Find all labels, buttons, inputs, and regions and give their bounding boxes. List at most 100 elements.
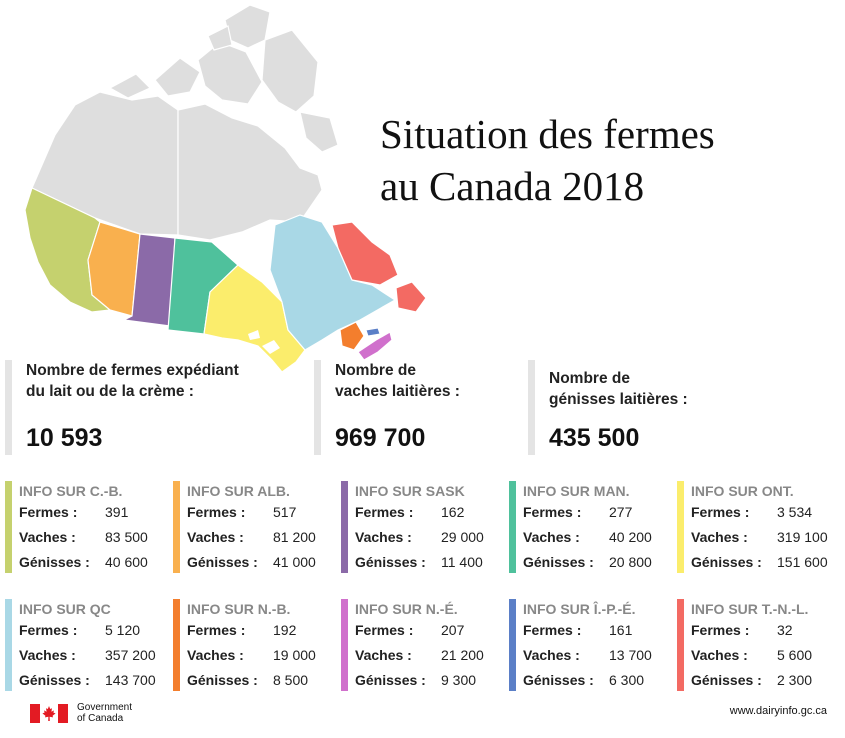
province-heading: INFO SUR QC <box>19 601 111 617</box>
row-value: 83 500 <box>105 529 148 545</box>
row-label: Génisses : <box>355 554 426 570</box>
canada-flag-icon <box>30 703 68 723</box>
row-label: Fermes : <box>19 504 78 520</box>
row-label: Génisses : <box>187 554 258 570</box>
province-card: INFO SUR ONT. Fermes : 3 534 Vaches : 319 10… <box>677 481 837 573</box>
province-heading: INFO SUR Î.-P.-É. <box>523 601 636 617</box>
row-label: Vaches : <box>187 647 244 663</box>
row-value: 357 200 <box>105 647 156 663</box>
row-label: Génisses : <box>19 554 90 570</box>
row-label: Génisses : <box>19 672 90 688</box>
great-lakes <box>248 330 280 354</box>
stat-label-line: du lait ou de la crème : <box>26 383 194 400</box>
row-value: 32 <box>777 622 793 638</box>
row-label: Fermes : <box>691 622 750 638</box>
province-row-farms: Fermes : 517 <box>187 500 333 525</box>
row-value: 21 200 <box>441 647 484 663</box>
row-label: Génisses : <box>523 672 594 688</box>
new-brunswick-region <box>339 321 365 351</box>
province-row-cows: Vaches : 19 000 <box>187 643 333 668</box>
row-label: Vaches : <box>523 647 580 663</box>
row-label: Génisses : <box>355 672 426 688</box>
row-label: Génisses : <box>523 554 594 570</box>
stat-label-line: Nombre de fermes expédiant <box>26 362 239 379</box>
stat-value: 969 700 <box>335 424 426 452</box>
province-row-cows: Vaches : 319 100 <box>691 525 837 550</box>
row-label: Vaches : <box>19 647 76 663</box>
stat-label: Nombre de fermes expédiant du lait ou de… <box>26 360 301 402</box>
province-heading: INFO SUR ALB. <box>187 483 290 499</box>
province-heading: INFO SUR ONT. <box>691 483 794 499</box>
row-value: 3 534 <box>777 504 813 520</box>
row-value: 6 300 <box>609 672 645 688</box>
province-heading: INFO SUR T.-N.-L. <box>691 601 809 617</box>
province-row-cows: Vaches : 81 200 <box>187 525 333 550</box>
row-label: Fermes : <box>355 504 414 520</box>
province-row-heifers: Génisses : 41 000 <box>187 550 333 575</box>
province-row-cows: Vaches : 21 200 <box>355 643 501 668</box>
province-row-farms: Fermes : 277 <box>523 500 669 525</box>
row-value: 81 200 <box>273 529 316 545</box>
stat-heifers: Nombre de génisses laitières : 435 500 <box>528 360 729 455</box>
newfoundland-labrador-region <box>331 221 399 286</box>
government-of-canada-signature: Government of Canada <box>30 702 132 724</box>
province-heading: INFO SUR N.-É. <box>355 601 458 617</box>
province-row-heifers: Génisses : 143 700 <box>19 668 165 693</box>
row-value: 29 000 <box>441 529 484 545</box>
row-label: Vaches : <box>691 647 748 663</box>
province-row-farms: Fermes : 32 <box>691 618 837 643</box>
row-label: Vaches : <box>187 529 244 545</box>
province-row-heifers: Génisses : 9 300 <box>355 668 501 693</box>
province-card: INFO SUR ALB. Fermes : 517 Vaches : 81 200 Gé… <box>173 481 333 573</box>
province-row-farms: Fermes : 192 <box>187 618 333 643</box>
province-row-farms: Fermes : 3 534 <box>691 500 837 525</box>
territories-area <box>31 4 339 241</box>
province-row-heifers: Génisses : 8 500 <box>187 668 333 693</box>
province-row-farms: Fermes : 391 <box>19 500 165 525</box>
stat-value: 435 500 <box>549 424 640 452</box>
row-label: Génisses : <box>691 554 762 570</box>
province-row-cows: Vaches : 83 500 <box>19 525 165 550</box>
nova-scotia-region <box>357 331 393 361</box>
province-row-farms: Fermes : 162 <box>355 500 501 525</box>
row-value: 13 700 <box>609 647 652 663</box>
province-heading: INFO SUR N.-B. <box>187 601 291 617</box>
row-label: Vaches : <box>355 647 412 663</box>
stat-label-line: Nombre de <box>549 370 630 387</box>
row-value: 143 700 <box>105 672 156 688</box>
province-row-heifers: Génisses : 40 600 <box>19 550 165 575</box>
row-label: Fermes : <box>187 504 246 520</box>
row-value: 41 000 <box>273 554 316 570</box>
row-label: Fermes : <box>19 622 78 638</box>
row-value: 161 <box>609 622 633 638</box>
row-value: 277 <box>609 504 633 520</box>
row-label: Génisses : <box>187 672 258 688</box>
government-wordmark: Government of Canada <box>77 702 132 724</box>
province-card: INFO SUR T.-N.-L. Fermes : 32 Vaches : 5 600… <box>677 599 837 691</box>
province-card: INFO SUR C.-B. Fermes : 391 Vaches : 83 500 G… <box>5 481 165 573</box>
stat-label: Nombre de génisses laitières : <box>549 360 729 410</box>
province-card: INFO SUR Î.-P.-É. Fermes : 161 Vaches : 13 7… <box>509 599 669 691</box>
province-row-farms: Fermes : 207 <box>355 618 501 643</box>
row-value: 2 300 <box>777 672 813 688</box>
row-label: Génisses : <box>691 672 762 688</box>
row-value: 5 120 <box>105 622 141 638</box>
province-card: INFO SUR N.-B. Fermes : 192 Vaches : 19 000 G… <box>173 599 333 691</box>
pei-region <box>365 327 381 337</box>
row-label: Vaches : <box>691 529 748 545</box>
stat-label-line: Nombre de <box>335 362 416 379</box>
row-value: 5 600 <box>777 647 813 663</box>
row-value: 9 300 <box>441 672 477 688</box>
stat-label-line: génisses laitières : <box>549 391 688 408</box>
quebec-region <box>269 214 397 351</box>
row-value: 40 200 <box>609 529 652 545</box>
province-row-heifers: Génisses : 151 600 <box>691 550 837 575</box>
website-link[interactable]: www.dairyinfo.gc.ca <box>729 705 827 717</box>
stat-cows: Nombre de vaches laitières : 969 700 <box>314 360 505 455</box>
row-label: Fermes : <box>355 622 414 638</box>
province-heading: INFO SUR MAN. <box>523 483 630 499</box>
row-value: 19 000 <box>273 647 316 663</box>
province-row-heifers: Génisses : 20 800 <box>523 550 669 575</box>
province-row-cows: Vaches : 40 200 <box>523 525 669 550</box>
province-row-farms: Fermes : 5 120 <box>19 618 165 643</box>
